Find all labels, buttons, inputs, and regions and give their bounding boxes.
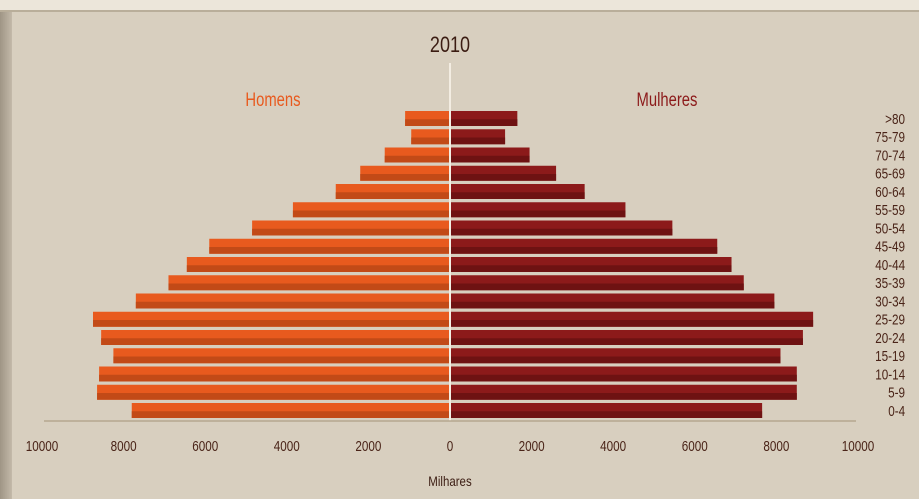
x-tick-label: 4000 — [600, 438, 626, 455]
bar-homens-0-4 — [131, 403, 450, 418]
age-label-0-4: 0-4 — [888, 403, 905, 420]
age-label-65-69: 65-69 — [875, 165, 905, 182]
bar-mulheres-25-29 — [450, 311, 814, 327]
x-tick-label: 0 — [447, 438, 454, 455]
bars-group — [93, 111, 814, 418]
age-label-20-24: 20-24 — [875, 330, 905, 347]
bar-mulheres-70-74 — [450, 147, 530, 163]
bar-homens-55-59 — [292, 202, 450, 218]
x-ticks-group: 10000 8000 6000 4000 2000 0 2000 4000 6000 8000 10… — [26, 438, 875, 455]
bar-homens-75-79 — [411, 129, 450, 145]
x-tick-label: 10000 — [842, 438, 875, 455]
age-label-60-64: 60-64 — [875, 184, 905, 201]
bar-homens-65-69 — [360, 165, 450, 181]
bar-homens-35-39 — [168, 275, 451, 291]
x-tick-label: 6000 — [682, 438, 708, 455]
bar-mulheres-35-39 — [450, 275, 744, 291]
bar-mulheres-10-14 — [450, 366, 797, 382]
x-tick-label: 4000 — [274, 438, 300, 455]
age-label-35-39: 35-39 — [875, 275, 905, 292]
x-tick-label: 10000 — [26, 438, 59, 455]
age-label-45-49: 45-49 — [875, 238, 905, 255]
bar-mulheres-40-44 — [450, 257, 732, 272]
legend-homens: Homens — [245, 89, 300, 110]
bar-homens-15-19 — [113, 348, 451, 364]
bar-mulheres->80 — [450, 111, 518, 126]
bar-homens-70-74 — [384, 147, 450, 163]
bar-homens-30-34 — [135, 293, 450, 309]
age-label-10-14: 10-14 — [875, 366, 905, 383]
x-axis-title: Milhares — [428, 473, 471, 489]
bar-homens-5-9 — [97, 384, 450, 400]
age-label-30-34: 30-34 — [875, 293, 905, 310]
age-label-70-74: 70-74 — [875, 147, 905, 164]
bar-mulheres-5-9 — [450, 384, 797, 400]
age-label-15-19: 15-19 — [875, 348, 905, 365]
age-label-50-54: 50-54 — [875, 220, 905, 237]
age-label->80: >80 — [885, 111, 905, 128]
bar-mulheres-30-34 — [450, 293, 775, 309]
axes-group — [44, 63, 856, 422]
bar-mulheres-15-19 — [450, 348, 781, 364]
bar-homens-60-64 — [335, 184, 450, 199]
bar-mulheres-45-49 — [450, 238, 718, 254]
x-tick-label: 8000 — [763, 438, 789, 455]
bar-mulheres-75-79 — [450, 129, 506, 145]
window-left-frame — [0, 12, 12, 499]
bar-mulheres-65-69 — [450, 165, 557, 181]
age-label-5-9: 5-9 — [888, 384, 905, 401]
bar-homens-40-44 — [186, 257, 450, 272]
bar-homens-20-24 — [101, 330, 450, 345]
bar-mulheres-0-4 — [450, 403, 763, 418]
bar-homens-50-54 — [252, 220, 450, 236]
bar-mulheres-50-54 — [450, 220, 673, 236]
window-top-frame — [0, 0, 919, 12]
age-label-25-29: 25-29 — [875, 311, 905, 328]
age-label-55-59: 55-59 — [875, 202, 905, 219]
x-tick-label: 2000 — [519, 438, 545, 455]
age-label-40-44: 40-44 — [875, 257, 905, 274]
chart-title: 2010 — [430, 33, 470, 57]
x-tick-label: 8000 — [111, 438, 137, 455]
bar-homens-45-49 — [209, 238, 450, 254]
bar-homens-10-14 — [99, 366, 451, 382]
legend-mulheres: Mulheres — [637, 89, 698, 110]
bar-mulheres-55-59 — [450, 202, 626, 218]
x-tick-label: 2000 — [355, 438, 381, 455]
bar-homens-25-29 — [93, 311, 450, 327]
x-tick-label: 6000 — [192, 438, 218, 455]
bar-homens->80 — [405, 111, 450, 126]
bar-mulheres-20-24 — [450, 330, 803, 345]
bar-mulheres-60-64 — [450, 184, 585, 199]
age-label-75-79: 75-79 — [875, 129, 905, 146]
